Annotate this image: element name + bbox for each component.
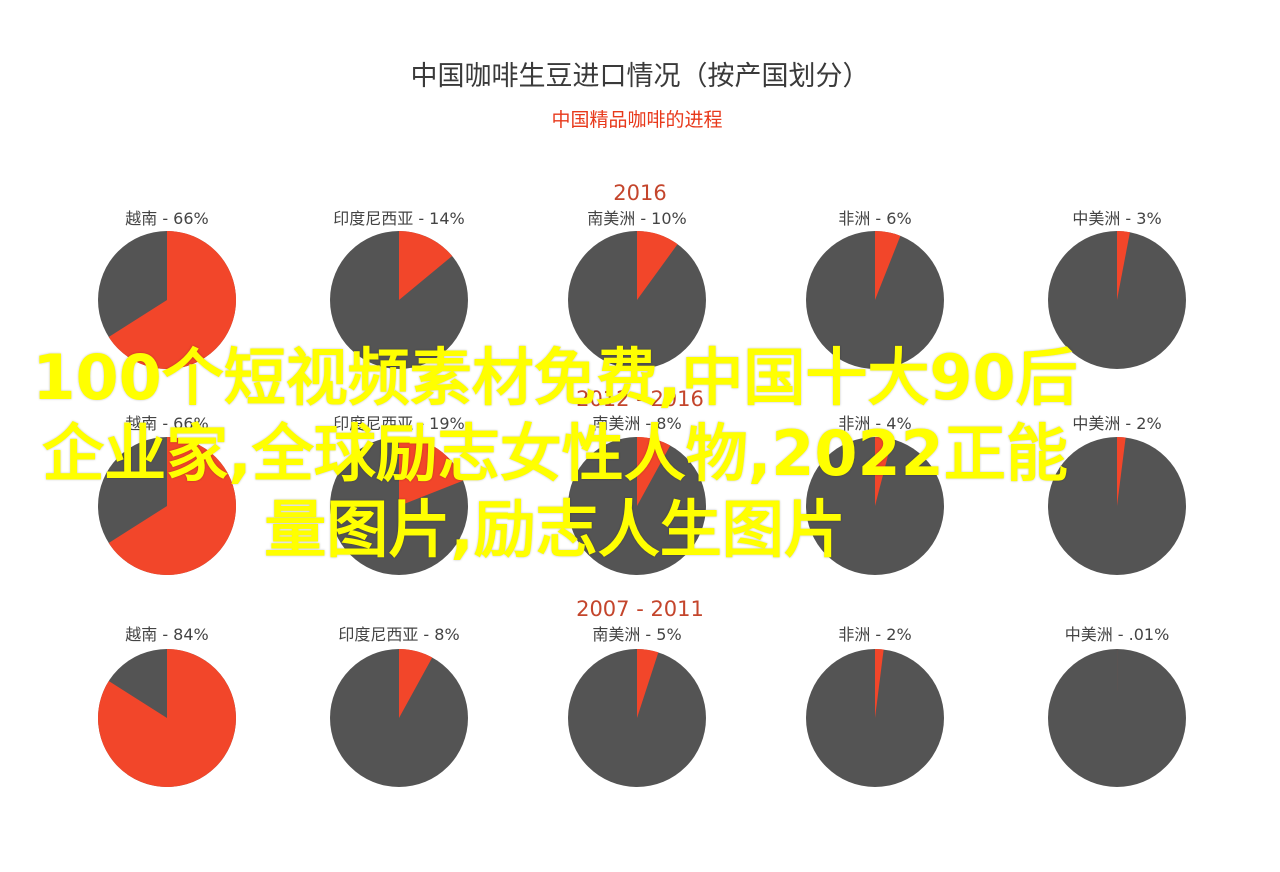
pie-share-slice (108, 231, 236, 369)
period-label: 2016 (613, 181, 666, 205)
pie-share-slice (1117, 231, 1130, 300)
pie-label: 南美洲 - 10% (587, 209, 687, 228)
pie-label: 印度尼西亚 - 14% (333, 209, 465, 228)
pie-share-slice (399, 437, 464, 506)
pie-label: 印度尼西亚 - 19% (333, 414, 465, 433)
chart-title: 中国咖啡生豆进口情况（按产国划分） (411, 61, 870, 92)
pie-label: 南美洲 - 8% (592, 414, 681, 433)
pie-share-slice (1117, 436, 1126, 506)
pie-label: 中美洲 - 3% (1072, 209, 1161, 228)
pie-label: 非洲 - 6% (838, 209, 911, 228)
pie-label: 非洲 - 4% (838, 414, 911, 433)
pie-share-slice (637, 231, 678, 300)
pie-share-slice (108, 437, 236, 575)
pie-label: 印度尼西亚 - 8% (338, 625, 459, 644)
pie-label: 南美洲 - 5% (592, 625, 681, 644)
pie-label: 中美洲 - 2% (1072, 414, 1161, 433)
pie-share-slice (637, 436, 671, 506)
period-label: 2012 - 2016 (576, 387, 704, 411)
pie-share-slice (399, 231, 453, 300)
pie-share-slice (97, 649, 236, 787)
pie-label: 越南 - 84% (125, 625, 209, 644)
watermark-overlay-text: 100个短视频素材免费,中国十大90后企业家,全球励志女性人物,2022正能量图… (32, 341, 1078, 566)
pie-label: 越南 - 66% (125, 414, 209, 433)
pie-share-slice (875, 649, 884, 718)
pie-label: 越南 - 66% (125, 209, 209, 228)
pie-share-slice (399, 649, 433, 718)
pie-share-slice (875, 231, 901, 300)
pie-label: 中美洲 - .01% (1065, 625, 1170, 644)
period-label: 2007 - 2011 (576, 597, 704, 621)
chart-subtitle: 中国精品咖啡的进程 (551, 109, 722, 131)
pie-share-slice (875, 437, 893, 506)
pie-label: 非洲 - 2% (838, 625, 911, 644)
pie-share-slice (637, 649, 659, 718)
